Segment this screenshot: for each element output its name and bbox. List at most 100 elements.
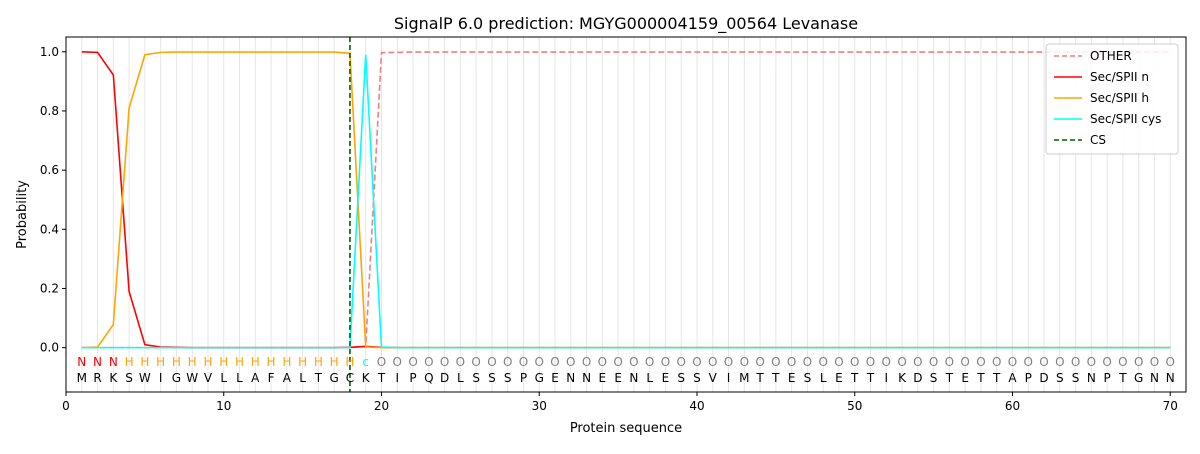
region-label: O <box>456 355 465 369</box>
residue-label: L <box>820 371 827 385</box>
residue-label: T <box>850 371 859 385</box>
region-label: O <box>787 355 796 369</box>
residue-label: N <box>582 371 591 385</box>
residue-label: G <box>535 371 544 385</box>
x-tick-label: 60 <box>1005 399 1020 413</box>
residue-label: T <box>314 371 323 385</box>
residue-label: D <box>440 371 449 385</box>
residue-label: S <box>1056 371 1064 385</box>
x-tick-label: 20 <box>374 399 389 413</box>
region-label: O <box>408 355 417 369</box>
region-label: H <box>235 355 244 369</box>
region-label: H <box>282 355 291 369</box>
residue-label: Q <box>424 371 433 385</box>
legend-label: OTHER <box>1090 49 1132 63</box>
residue-label: S <box>693 371 701 385</box>
region-label: O <box>424 355 433 369</box>
residue-label: T <box>945 371 954 385</box>
region-label: O <box>582 355 591 369</box>
residue-label: P <box>1104 371 1111 385</box>
residue-label: G <box>1134 371 1143 385</box>
x-tick-label: 70 <box>1163 399 1178 413</box>
residue-label: E <box>599 371 607 385</box>
region-label: O <box>1165 355 1174 369</box>
y-tick-label: 0.0 <box>40 341 59 355</box>
region-label: O <box>1087 355 1096 369</box>
region-label: O <box>1150 355 1159 369</box>
series-line-sec-spii-n <box>81 50 1171 349</box>
region-label: O <box>377 355 386 369</box>
region-label: H <box>156 355 165 369</box>
residue-label: E <box>835 371 843 385</box>
residue-label: V <box>709 371 718 385</box>
region-label: O <box>976 355 985 369</box>
x-tick-label: 30 <box>532 399 547 413</box>
y-tick-label: 1.0 <box>40 45 59 59</box>
region-label: O <box>771 355 780 369</box>
residue-label: D <box>1039 371 1048 385</box>
residue-label: L <box>236 371 243 385</box>
residue-label: S <box>804 371 812 385</box>
region-label: O <box>519 355 528 369</box>
region-label: O <box>803 355 812 369</box>
region-label: O <box>818 355 827 369</box>
residue-label: T <box>992 371 1001 385</box>
series-line-other <box>81 51 1171 349</box>
region-label: O <box>1071 355 1080 369</box>
y-tick-label: 0.2 <box>40 281 59 295</box>
residue-label: G <box>330 371 339 385</box>
legend: OTHER Sec/SPII n Sec/SPII h Sec/SPII cys CS <box>1045 43 1179 155</box>
region-label: H <box>330 355 339 369</box>
residue-label: A <box>1008 371 1017 385</box>
residue-label: N <box>566 371 575 385</box>
residue-label: T <box>771 371 780 385</box>
region-label: O <box>834 355 843 369</box>
region-label: O <box>945 355 954 369</box>
x-tick-label: 40 <box>689 399 704 413</box>
x-tick-label: 10 <box>216 399 231 413</box>
region-label: O <box>740 355 749 369</box>
region-label: O <box>913 355 922 369</box>
chart-title: SignalP 6.0 prediction: MGYG000004159_00… <box>394 14 858 34</box>
legend-label: CS <box>1090 133 1106 147</box>
region-label: O <box>566 355 575 369</box>
residue-label: S <box>125 371 133 385</box>
region-label: O <box>1055 355 1064 369</box>
x-tick-label: 0 <box>62 399 70 413</box>
residue-label: K <box>898 371 907 385</box>
residue-label: L <box>646 371 653 385</box>
y-tick-label: 0.4 <box>40 222 59 236</box>
residue-label: K <box>362 371 371 385</box>
residue-label: E <box>662 371 670 385</box>
residue-label: E <box>551 371 559 385</box>
residue-label: P <box>520 371 527 385</box>
plot-frame <box>65 36 1187 393</box>
region-label: H <box>203 355 212 369</box>
region-label: O <box>535 355 544 369</box>
legend-label: Sec/SPII n <box>1090 70 1149 84</box>
residue-label: S <box>504 371 512 385</box>
residue-label: T <box>1118 371 1127 385</box>
region-label: H <box>188 355 197 369</box>
residue-label: P <box>409 371 416 385</box>
region-label: H <box>251 355 260 369</box>
residue-label: P <box>1025 371 1032 385</box>
region-label: O <box>708 355 717 369</box>
y-tick-label: 0.6 <box>40 163 59 177</box>
residue-label: V <box>204 371 213 385</box>
residue-label: T <box>866 371 875 385</box>
y-tick-label: 0.8 <box>40 104 59 118</box>
region-label: H <box>219 355 228 369</box>
residue-label: S <box>930 371 938 385</box>
residue-label: L <box>220 371 227 385</box>
residue-label: L <box>299 371 306 385</box>
region-label: O <box>487 355 496 369</box>
x-tick-label: 50 <box>847 399 862 413</box>
region-label: O <box>629 355 638 369</box>
residue-label: F <box>268 371 275 385</box>
residue-label: E <box>961 371 969 385</box>
residue-label: R <box>93 371 101 385</box>
